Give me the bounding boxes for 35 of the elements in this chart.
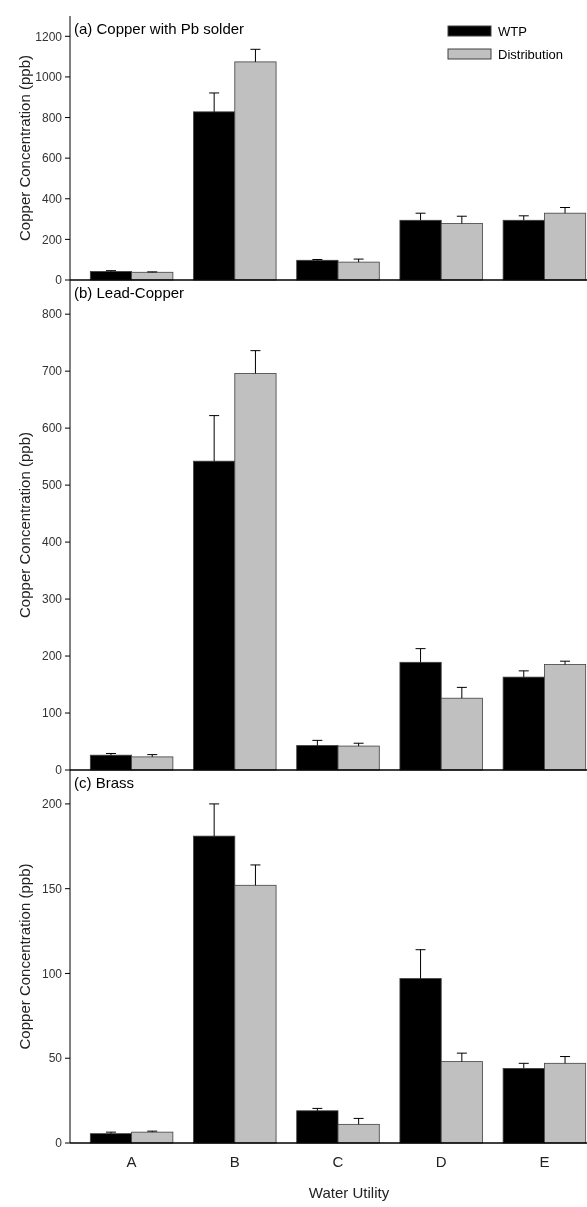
y-tick-label: 100 <box>41 966 63 981</box>
y-tick-label: 800 <box>41 307 63 322</box>
x-tick-label: C <box>332 1153 344 1170</box>
y-tick-label: 700 <box>41 364 63 379</box>
x-axis-title: Water Utility <box>308 1184 390 1201</box>
x-tick-label: A <box>126 1153 137 1170</box>
y-tick-label: 0 <box>55 763 63 778</box>
legend-label: WTP <box>498 23 527 39</box>
y-tick-label: 200 <box>41 649 63 664</box>
y-tick-label: 200 <box>41 797 63 812</box>
y-tick-label: 1000 <box>35 70 63 85</box>
y-axis-title: Copper Concentration (ppb) <box>16 55 33 241</box>
x-tick-label: D <box>435 1153 447 1170</box>
y-tick-label: 0 <box>55 1136 63 1151</box>
y-tick-label: 100 <box>41 706 63 721</box>
legend-label: Distribution <box>498 46 564 62</box>
chart-title: (a) Copper with Pb solder <box>74 20 245 37</box>
y-tick-label: 1200 <box>35 29 63 44</box>
y-tick-label: 600 <box>41 421 63 436</box>
y-axis-title: Copper Concentration (ppb) <box>16 863 33 1050</box>
y-tick-label: 500 <box>41 478 63 493</box>
y-tick-label: 400 <box>41 191 63 206</box>
y-axis-title: Copper Concentration (ppb) <box>16 432 33 618</box>
y-tick-label: 300 <box>41 592 63 607</box>
x-tick-label: B <box>229 1153 240 1170</box>
y-tick-label: 400 <box>41 535 63 550</box>
y-tick-label: 200 <box>41 232 63 247</box>
y-tick-label: 0 <box>55 273 63 288</box>
y-tick-label: 150 <box>41 881 63 896</box>
chart-title: (c) Brass <box>74 774 134 791</box>
chart-title: (b) Lead-Copper <box>74 284 185 301</box>
y-tick-label: 600 <box>41 151 63 166</box>
x-tick-label: E <box>539 1153 550 1170</box>
y-tick-label: 800 <box>41 110 63 125</box>
y-tick-label: 50 <box>48 1051 63 1066</box>
